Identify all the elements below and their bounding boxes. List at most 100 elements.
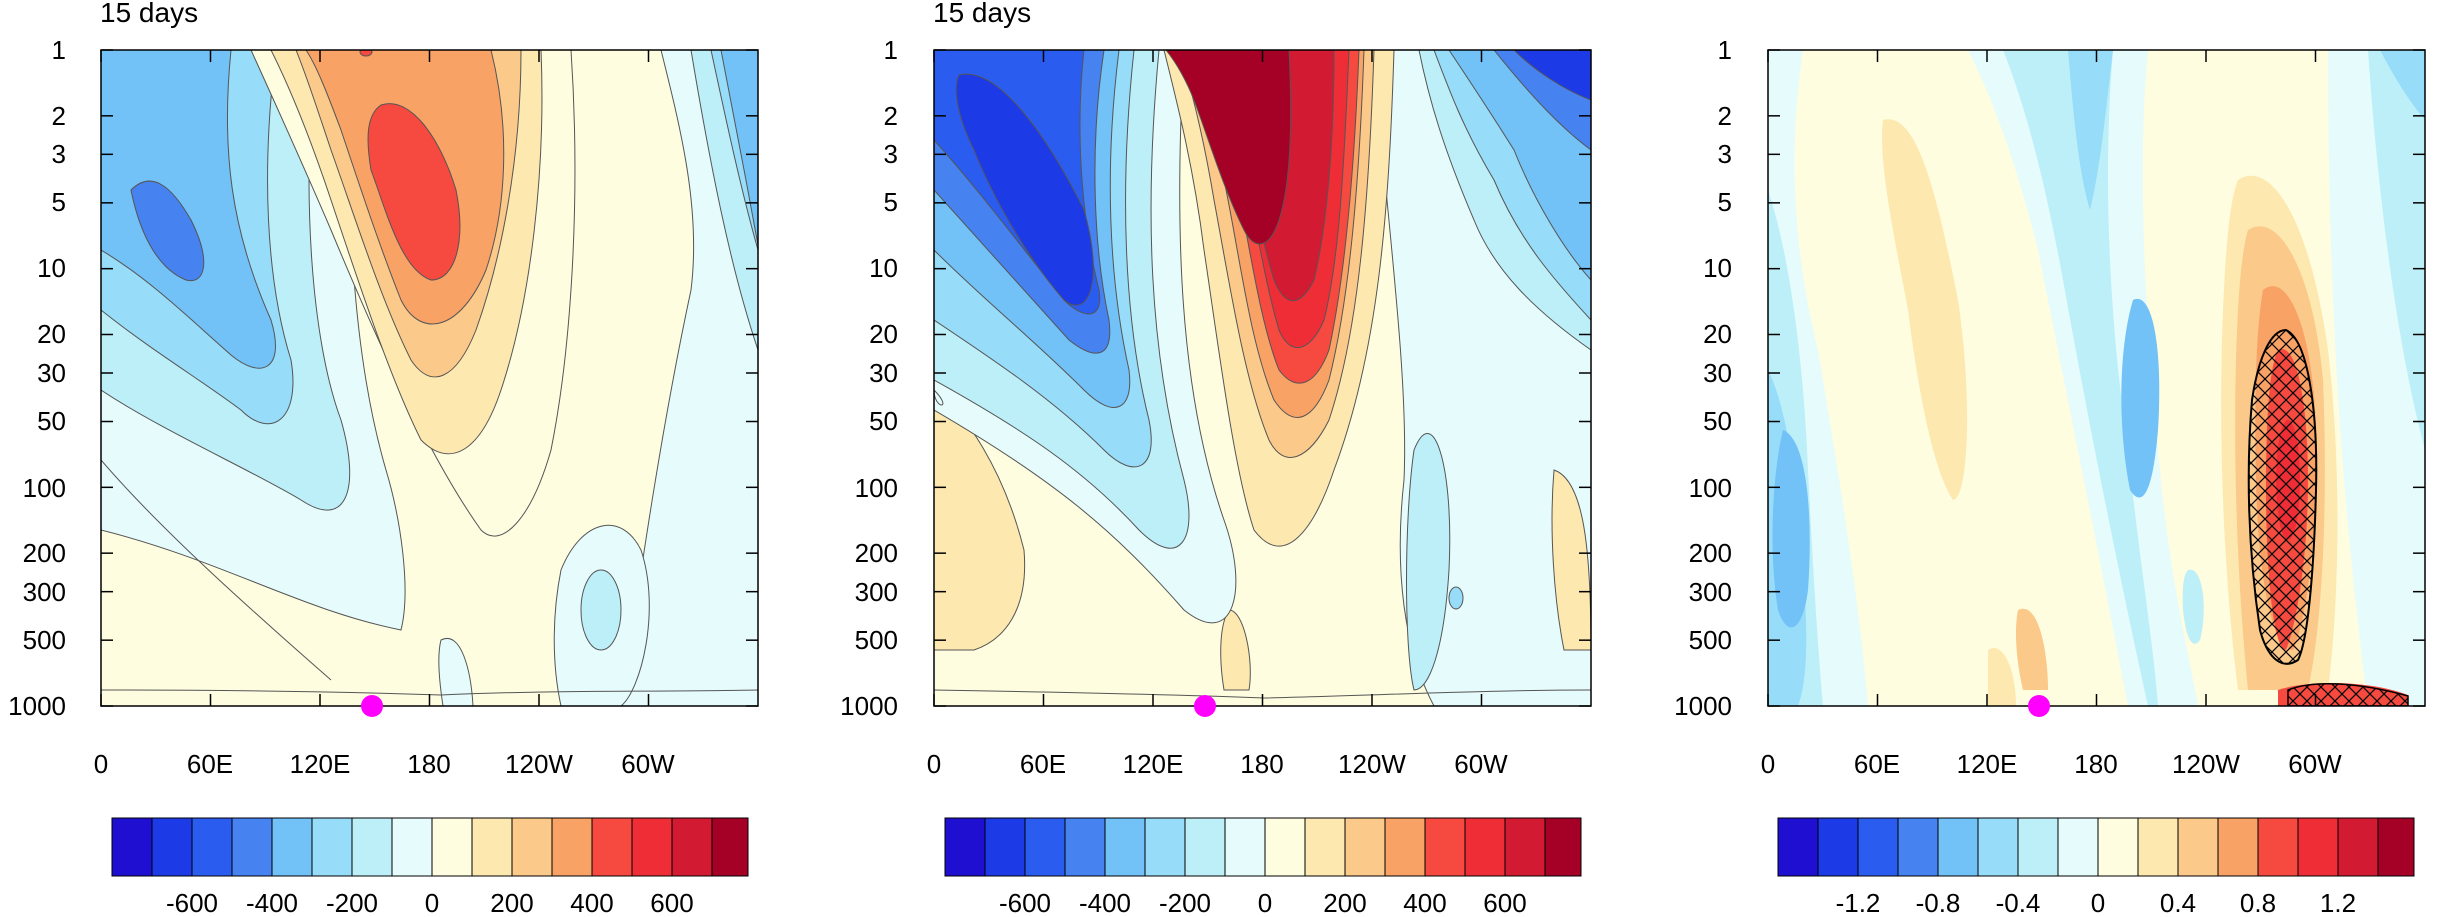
panel-3-colorbar-label: 0.4 — [2160, 888, 2196, 917]
panel-2-ytick-label: 500 — [855, 625, 898, 655]
panel-3-ytick-label: 30 — [1703, 358, 1732, 388]
panel-1-ytick-label: 500 — [23, 625, 66, 655]
panel-3-plot-area — [1768, 50, 2425, 706]
panel-3-ytick-label: 20 — [1703, 319, 1732, 349]
panel-3-xtick-label: 120W — [2172, 749, 2240, 779]
panel-2-ytick-label: 30 — [869, 358, 898, 388]
panel-3-colorbar-label: 0.8 — [2240, 888, 2276, 917]
panel-2-xtick-label: 0 — [927, 749, 941, 779]
panel-3-colorbar: -1.2 -0.8 -0.4 0 0.4 0.8 1.2 — [1777, 817, 2415, 917]
panel-1-colorbar-label: -600 — [166, 888, 218, 917]
panel-1-xtick-label: 120E — [290, 749, 351, 779]
panel-1-plot-area — [101, 50, 758, 706]
panel-2-ytick-label: 5 — [884, 187, 898, 217]
panel-2-colorbar-label: 200 — [1323, 888, 1366, 917]
panel-3-ytick-label: 300 — [1689, 577, 1732, 607]
panel-3-ytick-label: 1 — [1718, 35, 1732, 65]
panel-1-colorbar-label: -200 — [326, 888, 378, 917]
panel-1-colorbar-label: 0 — [425, 888, 439, 917]
panel-2-ytick-label: 100 — [855, 473, 898, 503]
panel-1-location-marker — [361, 695, 383, 717]
panel-2-plot-area — [934, 50, 1591, 706]
panel-1-ytick-label: 10 — [37, 253, 66, 283]
panel-3-ytick-label: 100 — [1689, 473, 1732, 503]
panel-2-colorbar-label: 0 — [1258, 888, 1272, 917]
panel-2-title: 15 days — [933, 0, 1031, 28]
panel-2-ytick-label: 20 — [869, 319, 898, 349]
panel-2-location-marker — [1194, 695, 1216, 717]
panel-2-xtick-label: 180 — [1240, 749, 1283, 779]
panel-1: 15 days — [8, 0, 759, 917]
panel-2-colorbar: -600 -400 -200 0 200 400 600 — [944, 817, 1582, 917]
panel-2-xtick-label: 120W — [1338, 749, 1406, 779]
panel-3: 1 2 3 5 10 20 30 50 100 200 300 500 1000… — [1674, 35, 2426, 917]
panel-1-ytick-label: 3 — [52, 139, 66, 169]
panel-3-ytick-label: 3 — [1718, 139, 1732, 169]
panel-3-xtick-label: 120E — [1957, 749, 2018, 779]
panel-1-ytick-label: 200 — [23, 538, 66, 568]
panel-3-location-marker — [2028, 695, 2050, 717]
panel-1-ytick-label: 50 — [37, 406, 66, 436]
panel-1-colorbar-label: -400 — [246, 888, 298, 917]
panel-1-xtick-label: 0 — [94, 749, 108, 779]
panel-2: 15 days — [840, 0, 1592, 917]
panel-3-ytick-label: 50 — [1703, 406, 1732, 436]
panel-2-ytick-label: 200 — [855, 538, 898, 568]
panel-1-ytick-label: 100 — [23, 473, 66, 503]
panel-3-colorbar-label: -0.8 — [1916, 888, 1961, 917]
panel-1-ytick-label: 20 — [37, 319, 66, 349]
panel-1-colorbar-label: 200 — [490, 888, 533, 917]
panel-1-ytick-label: 1 — [52, 35, 66, 65]
panel-1-colorbar-label: 600 — [650, 888, 693, 917]
panel-2-x-axis: 0 60E 120E 180 120W 60W — [927, 749, 1508, 779]
panel-1-xtick-label: 60E — [187, 749, 233, 779]
panel-2-ytick-label: 1000 — [840, 691, 898, 721]
panel-3-ytick-label: 10 — [1703, 253, 1732, 283]
panel-2-xtick-label: 60E — [1020, 749, 1066, 779]
panel-1-ytick-label: 30 — [37, 358, 66, 388]
panel-1-x-axis: 0 60E 120E 180 120W 60W — [94, 749, 675, 779]
panel-3-ytick-label: 1000 — [1674, 691, 1732, 721]
panel-2-colorbar-label: 400 — [1403, 888, 1446, 917]
panel-2-ytick-label: 1 — [884, 35, 898, 65]
axis-tick-marks — [100, 49, 2425, 707]
panel-2-colorbar-label: 600 — [1483, 888, 1526, 917]
panel-2-colorbar-label: -400 — [1079, 888, 1131, 917]
panel-2-ytick-label: 300 — [855, 577, 898, 607]
panel-3-xtick-label: 0 — [1761, 749, 1775, 779]
panel-2-ytick-label: 10 — [869, 253, 898, 283]
panel-3-y-axis: 1 2 3 5 10 20 30 50 100 200 300 500 1000 — [1674, 35, 1732, 721]
panel-3-colorbar-label: -1.2 — [1836, 888, 1881, 917]
panel-3-ytick-label: 500 — [1689, 625, 1732, 655]
panel-3-ytick-label: 200 — [1689, 538, 1732, 568]
panel-3-colorbar-label: 1.2 — [2320, 888, 2356, 917]
panel-1-xtick-label: 180 — [407, 749, 450, 779]
panel-1-colorbar: -600 -400 -200 0 200 400 600 — [111, 817, 749, 917]
panel-3-ytick-label: 2 — [1718, 101, 1732, 131]
panel-1-ytick-label: 2 — [52, 101, 66, 131]
panel-1-y-axis: 1 2 3 5 10 20 30 50 100 200 300 500 1000 — [8, 35, 66, 721]
panel-3-xtick-label: 180 — [2074, 749, 2117, 779]
panel-1-title: 15 days — [100, 0, 198, 28]
panel-3-colorbar-label: 0 — [2091, 888, 2105, 917]
panel-2-colorbar-label: -200 — [1159, 888, 1211, 917]
panel-3-xtick-label: 60E — [1854, 749, 1900, 779]
panel-3-ytick-label: 5 — [1718, 187, 1732, 217]
panel-3-x-axis: 0 60E 120E 180 120W 60W — [1761, 749, 2342, 779]
panel-1-ytick-label: 1000 — [8, 691, 66, 721]
panel-1-colorbar-label: 400 — [570, 888, 613, 917]
panel-2-ytick-label: 50 — [869, 406, 898, 436]
panel-2-y-axis: 1 2 3 5 10 20 30 50 100 200 300 500 1000 — [840, 35, 898, 721]
panel-1-xtick-label: 120W — [505, 749, 573, 779]
panel-2-colorbar-label: -600 — [999, 888, 1051, 917]
panel-1-xtick-label: 60W — [621, 749, 675, 779]
panel-2-xtick-label: 120E — [1123, 749, 1184, 779]
panel-3-xtick-label: 60W — [2288, 749, 2342, 779]
panel-3-colorbar-label: -0.4 — [1996, 888, 2041, 917]
panel-2-ytick-label: 3 — [884, 139, 898, 169]
panel-1-ytick-label: 300 — [23, 577, 66, 607]
panel-1-ytick-label: 5 — [52, 187, 66, 217]
panel-2-xtick-label: 60W — [1454, 749, 1508, 779]
panel-2-ytick-label: 2 — [884, 101, 898, 131]
